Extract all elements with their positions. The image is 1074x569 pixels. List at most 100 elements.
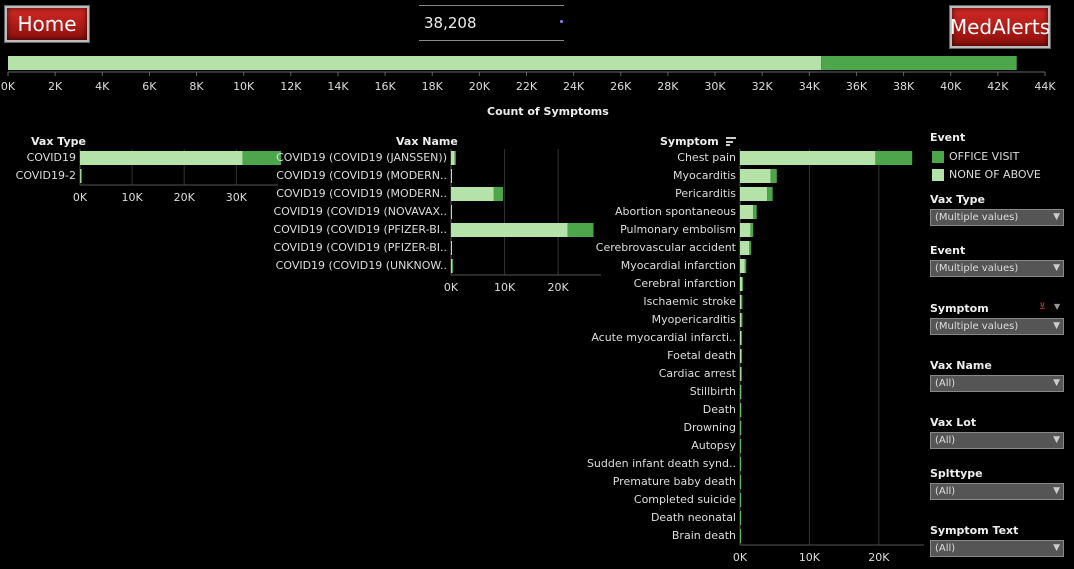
filter-event: Event (Multiple values) ▼: [930, 244, 1070, 278]
top-tick-label: 0K: [0, 80, 16, 93]
legend-title: Event: [930, 131, 966, 144]
vax-type-bar-1-0: [80, 169, 81, 183]
symptom-category-label: Autopsy: [691, 439, 736, 452]
chevron-down-icon: ▼: [1053, 263, 1060, 273]
symptom-bar-7-1: [742, 277, 744, 291]
filter-vax-type: Vax Type (Multiple values) ▼: [930, 193, 1070, 227]
vax-name-category-label: COVID19 (COVID19 (UNKNOW..: [275, 259, 447, 272]
filter-symptom-text-dropdown[interactable]: (All) ▼: [930, 540, 1064, 557]
top-tick-label: 32K: [751, 80, 773, 93]
symptom-tick-label: 10K: [798, 551, 821, 564]
medalerts-button[interactable]: MedAlerts: [950, 6, 1050, 48]
symptom-bar-0-1: [875, 151, 913, 165]
chevron-down-icon: ▼: [1053, 543, 1060, 553]
legend-item-none-of-above[interactable]: NONE OF ABOVE: [930, 168, 1070, 184]
symptom-chart: [739, 149, 924, 546]
vax-name-bar-0-1: [454, 151, 456, 165]
top-tick-label: 20K: [468, 80, 490, 93]
symptom-category-label: Sudden infant death synd..: [586, 457, 736, 470]
vax-type-bar-1-1: [80, 169, 82, 183]
vax-name-bar-6-0: [451, 259, 453, 273]
top-tick-label: 22K: [515, 80, 538, 93]
top-tick-label: 44K: [1034, 80, 1056, 93]
vax-name-bar-0-0: [451, 151, 455, 165]
clear-filter-icon[interactable]: ⊻: [1039, 302, 1046, 312]
top-tick-label: 34K: [798, 80, 820, 93]
top-chart-axis-label: Count of Symptoms: [487, 105, 609, 118]
vax-name-chart: [450, 149, 601, 276]
vax-type-chart: [79, 149, 282, 186]
top-tick-label: 24K: [563, 80, 585, 93]
top-tick-label: 16K: [374, 80, 396, 93]
symptom-header: Symptom: [660, 135, 736, 148]
legend-item-office-visit[interactable]: OFFICE VISIT: [930, 150, 1070, 166]
vax-name-category-label: COVID19 (COVID19 (NOVAVAX..: [273, 205, 447, 218]
legend-label-office-visit: OFFICE VISIT: [949, 150, 1020, 163]
vax-type-category-label: COVID19-2: [15, 169, 76, 182]
chevron-down-icon: ▼: [1053, 486, 1060, 496]
symptom-bar-5-0: [740, 241, 750, 255]
symptom-bar-3-1: [753, 205, 757, 219]
symptom-bar-20-1: [740, 511, 742, 525]
vax-name-header: Vax Name: [396, 135, 458, 148]
filter-symptom: Symptom ⊻ ▼ (Multiple values) ▼: [930, 302, 1070, 336]
vax-name-bar-2-0: [451, 187, 494, 201]
symptom-bar-15-1: [740, 421, 742, 435]
symptom-bar-9-0: [740, 313, 742, 327]
kpi-dot-icon: [560, 20, 563, 23]
symptom-category-label: Chest pain: [677, 151, 736, 164]
symptom-category-label: Ischaemic stroke: [643, 295, 736, 308]
symptom-category-label: Death: [702, 403, 736, 416]
symptom-bar-8-1: [741, 295, 743, 309]
filter-splttype-value: (All): [935, 486, 956, 497]
filter-vax-lot-dropdown[interactable]: (All) ▼: [930, 432, 1064, 449]
symptom-bar-2-1: [767, 187, 773, 201]
symptom-bar-2-0: [740, 187, 768, 201]
vax-type-category-label: COVID19: [26, 151, 76, 164]
top-tick-label: 28K: [657, 80, 679, 93]
vax-name-tick-label: 20K: [547, 281, 569, 294]
top-tick-label: 8K: [189, 80, 204, 93]
top-tick-label: 40K: [940, 80, 962, 93]
vax-name-tick-label: 10K: [493, 281, 516, 294]
symptom-bar-21-1: [740, 529, 742, 543]
symptom-category-label: Pericarditis: [675, 187, 736, 200]
symptom-category-label: Death neonatal: [650, 511, 736, 524]
top-tick-label: 26K: [610, 80, 632, 93]
symptom-bar-6-1: [744, 259, 747, 273]
filter-vax-lot-value: (All): [935, 435, 956, 446]
symptom-category-label: Abortion spontaneous: [615, 205, 736, 218]
sort-icon[interactable]: [725, 136, 736, 148]
vax-type-bar-0-1: [242, 151, 282, 165]
vax-name-category-label: COVID19 (COVID19 (JANSSEN)): [276, 151, 447, 164]
symptom-bar-10-1: [741, 331, 743, 345]
top-tick-label: 30K: [704, 80, 726, 93]
symptom-bar-16-1: [740, 439, 742, 453]
symptom-bar-11-0: [740, 349, 742, 363]
vax-name-category-label: COVID19 (COVID19 (MODERN..: [276, 187, 447, 200]
top-chart-svg: [7, 56, 1046, 76]
symptom-bar-14-1: [740, 403, 742, 417]
filter-vax-type-dropdown[interactable]: (Multiple values) ▼: [930, 209, 1064, 226]
filter-vax-name-dropdown[interactable]: (All) ▼: [930, 375, 1064, 392]
symptom-bar-1-1: [770, 169, 777, 183]
vax-name-category-label: COVID19 (COVID19 (MODERN..: [276, 169, 447, 182]
filter-event-dropdown[interactable]: (Multiple values) ▼: [930, 260, 1064, 277]
symptom-bar-17-1: [740, 457, 742, 471]
vax-type-tick-label: 10K: [121, 191, 143, 204]
filter-vax-lot-label: Vax Lot: [930, 416, 977, 429]
vax-type-tick-label: 30K: [225, 191, 247, 204]
home-button[interactable]: Home: [5, 6, 89, 42]
top-tick-label: 14K: [327, 80, 349, 93]
filter-menu-icon[interactable]: ▼: [1054, 302, 1061, 311]
filter-symptom-dropdown[interactable]: (Multiple values) ▼: [930, 318, 1064, 335]
filter-splttype-dropdown[interactable]: (All) ▼: [930, 483, 1064, 500]
vax-name-category-label: COVID19 (COVID19 (PFIZER-BI..: [273, 241, 447, 254]
symptom-category-label: Cerebral infarction: [633, 277, 736, 290]
chevron-down-icon: ▼: [1053, 435, 1060, 445]
top-tick-label: 4K: [95, 80, 110, 93]
symptom-bar-8-0: [740, 295, 742, 309]
symptom-tick-label: 20K: [868, 551, 890, 564]
top-tick-label: 6K: [142, 80, 157, 93]
vax-name-bar-4-0: [451, 223, 568, 237]
